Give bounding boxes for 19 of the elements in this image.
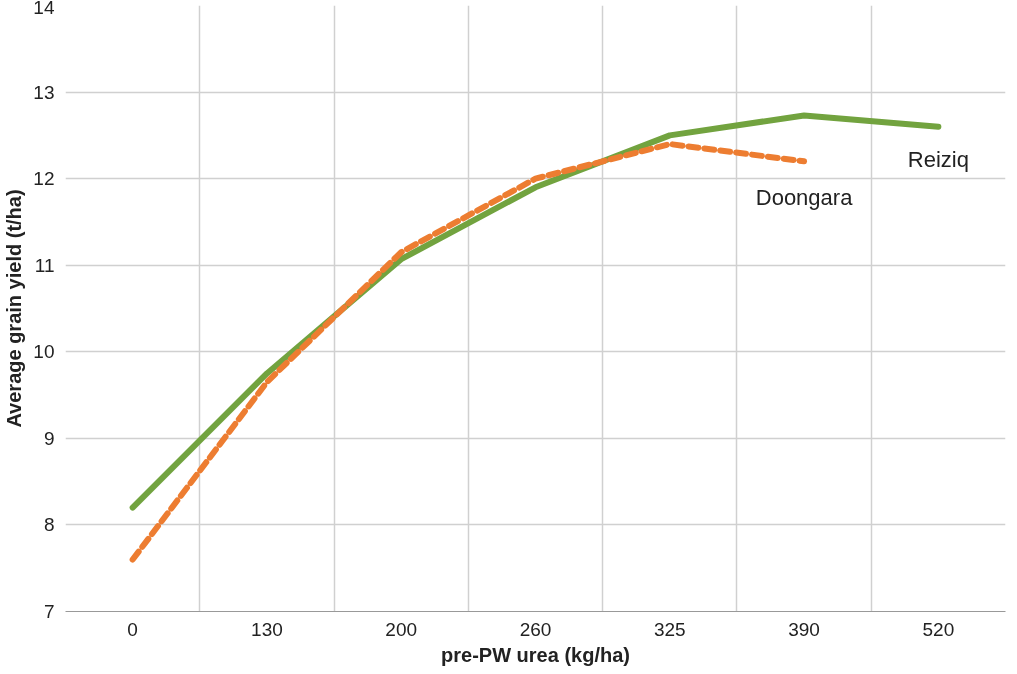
x-tick-label: 260: [519, 618, 552, 640]
x-tick-label: 520: [922, 618, 955, 640]
y-tick-label: 14: [33, 0, 55, 18]
x-tick-label: 325: [653, 618, 686, 640]
y-tick-label: 10: [33, 341, 55, 363]
y-tick-label: 11: [34, 254, 55, 276]
y-tick-label: 8: [43, 514, 55, 536]
x-tick-label: 200: [385, 618, 418, 640]
y-axis-title: Average grain yield (t/ha): [3, 189, 26, 428]
y-tick-label: 12: [33, 168, 55, 190]
series-label: Reiziq: [907, 147, 969, 173]
y-tick-label: 7: [43, 601, 55, 622]
y-tick-label: 13: [33, 81, 55, 103]
x-tick-label: 0: [127, 618, 138, 640]
y-tick-label: 9: [43, 427, 55, 449]
x-axis-title: pre-PW urea (kg/ha): [441, 643, 630, 666]
x-tick-label: 390: [788, 618, 820, 640]
x-tick-label: 130: [251, 618, 283, 640]
series-label: Doongara: [755, 185, 854, 211]
